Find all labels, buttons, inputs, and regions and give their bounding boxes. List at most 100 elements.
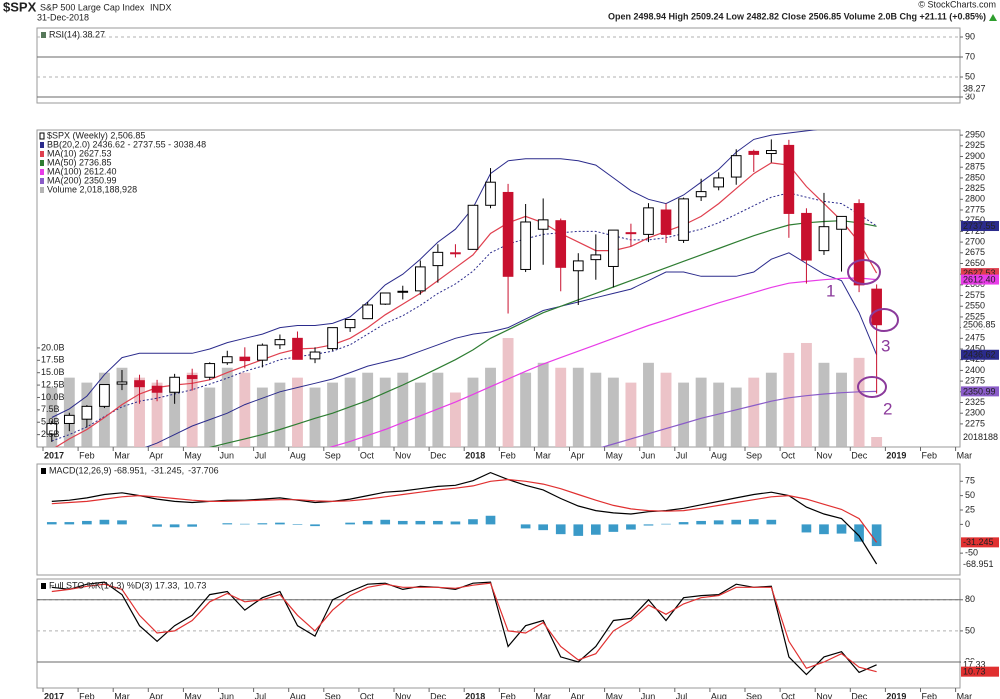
x-tick-label: Mar (957, 450, 973, 460)
candle-body (836, 215, 847, 230)
x-tick-label: Dec (851, 691, 868, 699)
last-value-label: 2737.55 (963, 221, 996, 231)
candle-body (818, 226, 830, 252)
x-tick-label: Aug (711, 450, 727, 460)
y-tick-label: 2875 (965, 162, 985, 172)
panel-frame (36, 578, 961, 689)
last-value-box (961, 349, 999, 360)
volume-bar (678, 382, 690, 447)
volume-bar (836, 372, 847, 447)
legend-label: 10.73 (184, 580, 207, 590)
candle-body (274, 339, 286, 346)
panel-plot (46, 471, 882, 565)
x-tick-label: Oct (360, 691, 375, 699)
x-tick-label: Jul (676, 691, 688, 699)
last-value-box (961, 319, 999, 330)
y-tick-label: 50 (965, 490, 975, 500)
y-tick-label: 0 (965, 519, 970, 529)
volume-bar (590, 372, 602, 447)
last-value-box (961, 274, 999, 285)
y-tick-label: 90 (965, 31, 975, 41)
y2-tick-label: 5.0B (41, 417, 60, 427)
x-tick-label: Oct (781, 691, 796, 699)
annotation-label: 3 (881, 336, 890, 355)
candle-body (309, 351, 321, 360)
legend-swatch (40, 169, 44, 175)
legend-swatch (41, 468, 46, 474)
candle-body (502, 191, 514, 277)
x-tick-label: Feb (79, 691, 95, 699)
last-value-box (961, 559, 999, 570)
volume-bar (607, 377, 619, 447)
y-tick-label: 2775 (965, 204, 985, 214)
candle-body (660, 209, 672, 235)
candle-body (239, 356, 251, 362)
x-tick-label: Jun (220, 691, 235, 699)
histogram-bar (661, 523, 671, 525)
histogram-bar (380, 519, 391, 525)
histogram-bar (626, 524, 636, 530)
x-tick-label: Apr (149, 691, 163, 699)
volume-bar (98, 372, 110, 447)
x-tick-label: Mar (535, 691, 551, 699)
x-tick-label: Jun (641, 691, 656, 699)
y-tick-label: 2450 (965, 343, 985, 353)
x-tick-label: Mar (114, 450, 130, 460)
volume-bar (256, 387, 268, 447)
candle-body (292, 337, 303, 360)
histogram-bar (678, 522, 689, 525)
volume-bar (414, 382, 426, 447)
legend-label: MA(10) 2627.53 (47, 148, 112, 158)
line (600, 390, 877, 447)
last-value-box (961, 666, 999, 677)
y-tick-label: 2575 (965, 290, 985, 300)
x-tick-label: 2019 (886, 691, 906, 699)
y-tick-label: 2800 (965, 194, 985, 204)
candle-body (783, 144, 795, 214)
x-tick-label: 2018 (465, 450, 485, 460)
legend-label: MA(100) 2612.40 (47, 166, 117, 176)
y2-tick-label: 20.0B (41, 342, 65, 352)
x-tick-label: 2017 (44, 450, 64, 460)
volume-bar (502, 338, 514, 447)
histogram-bar (275, 522, 285, 525)
line (329, 277, 877, 447)
x-tick-label: Sep (325, 450, 341, 460)
candle-body (397, 290, 409, 293)
last-value-box (961, 432, 999, 443)
candle-body (555, 220, 567, 268)
candle-body (46, 422, 58, 435)
legend-swatch (41, 32, 46, 38)
volume-bar (643, 362, 654, 447)
volume-bar (520, 372, 532, 447)
x-tick-label: Mar (957, 691, 973, 699)
candle-body (748, 150, 760, 155)
y-tick-label: 2400 (965, 365, 985, 375)
x-tick-label: May (606, 450, 624, 460)
line (51, 471, 878, 565)
y-tick-label: 2700 (965, 236, 985, 246)
volume-bar (660, 372, 672, 447)
last-value-label: 2612.40 (963, 274, 996, 284)
last-value-box (961, 221, 999, 232)
y2-tick-label: 10.0B (41, 392, 65, 402)
y-tick-label: -50 (965, 548, 978, 558)
legend-swatch (40, 160, 44, 166)
candle-body (221, 356, 233, 364)
histogram-bar (643, 524, 654, 526)
panel-frame (36, 27, 961, 104)
histogram-bar (345, 522, 355, 525)
panel-frame (36, 463, 961, 576)
panel-plot (37, 581, 960, 676)
histogram-bar (573, 524, 584, 536)
panel-plot (46, 130, 883, 447)
volume-bar (344, 377, 356, 447)
x-tick-label: Nov (395, 691, 412, 699)
x-tick-label: Jun (641, 450, 656, 460)
volume-bar (871, 437, 883, 447)
line (208, 220, 877, 447)
candle-body (257, 344, 268, 361)
legend-label: -31.245, (151, 465, 184, 475)
y-tick-label: 2675 (965, 247, 985, 257)
